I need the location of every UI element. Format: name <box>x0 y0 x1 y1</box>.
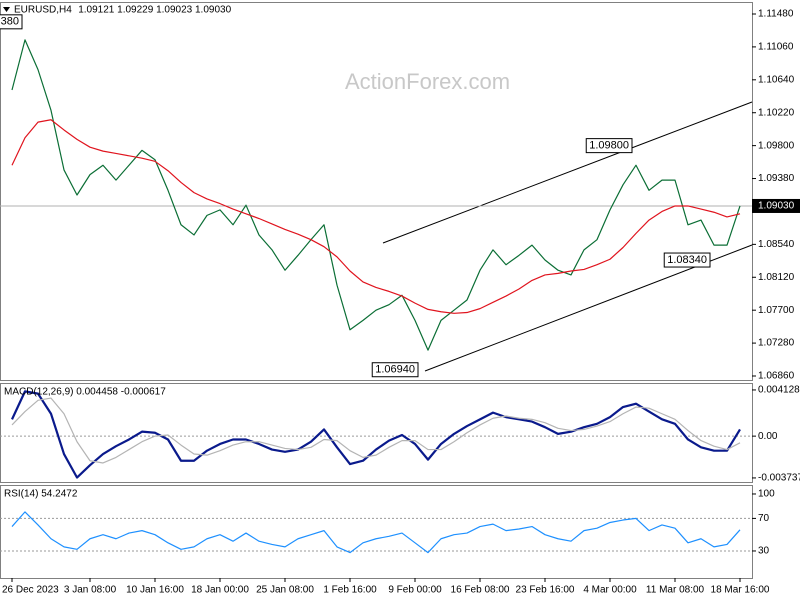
x-tick-label: 16 Feb 08:00 <box>451 585 510 596</box>
y-tick-label: 1.11060 <box>758 42 794 53</box>
y-tick-label: 1.08540 <box>758 239 795 250</box>
y-tick-label: 1.07280 <box>758 338 795 349</box>
watermark: ActionForex.com <box>345 69 510 94</box>
x-tick-label: 4 Mar 00:00 <box>583 585 637 596</box>
menu-triangle <box>3 7 10 12</box>
panel-title: EURUSD,H4 <box>14 5 72 16</box>
y-tick-label: 0.00 <box>758 431 778 442</box>
panel-title: MACD(12,26,9) 0.004458 -0.000617 <box>4 387 166 398</box>
x-tick-label: 26 Dec 2023 <box>2 585 59 596</box>
y-tick-label: 1.10220 <box>758 107 795 118</box>
last-price-label: 1.09030 <box>758 201 795 212</box>
series-line <box>11 119 741 314</box>
x-tick-label: 1 Feb 16:00 <box>323 585 377 596</box>
y-tick-label: 100 <box>758 489 775 500</box>
x-tick-label: 23 Feb 16:00 <box>516 585 575 596</box>
annotation-label: 380 <box>1 16 19 28</box>
x-tick-label: 11 Mar 08:00 <box>646 585 705 596</box>
annotation-label: 1.06940 <box>375 364 415 376</box>
y-tick-label: 1.09800 <box>758 140 795 151</box>
series-line <box>11 397 741 464</box>
y-tick-label: 70 <box>758 513 770 524</box>
series-line <box>11 39 741 351</box>
y-tick-label: 0.004128 <box>758 385 800 396</box>
panel-subtitle: 1.09121 1.09229 1.09023 1.09030 <box>78 5 231 16</box>
panel-title: RSI(14) 54.2472 <box>4 489 78 500</box>
x-tick-label: 25 Jan 08:00 <box>256 585 314 596</box>
annotation-box <box>371 362 419 378</box>
annotation-label: 1.09800 <box>589 140 629 152</box>
y-tick-label: 1.08120 <box>758 272 795 283</box>
x-tick-label: 18 Jan 00:00 <box>191 585 249 596</box>
y-tick-label: 1.06860 <box>758 371 795 382</box>
y-tick-label: 30 <box>758 546 770 557</box>
price-panel <box>0 2 753 381</box>
y-tick-label: 1.11480 <box>758 9 794 20</box>
channel-upper <box>382 101 753 244</box>
annotation-box <box>0 14 23 30</box>
annotation-label: 1.08340 <box>667 254 707 266</box>
y-tick-label: 1.10640 <box>758 74 795 85</box>
x-tick-label: 10 Jan 16:00 <box>126 585 184 596</box>
series-line <box>11 511 741 554</box>
series-line <box>11 390 741 479</box>
x-tick-label: 18 Mar 16:00 <box>711 585 770 596</box>
y-tick-label: 1.07700 <box>758 305 795 316</box>
x-tick-label: 3 Jan 08:00 <box>64 585 117 596</box>
y-tick-label: 1.09380 <box>758 173 795 184</box>
y-tick-label: -0.003737 <box>758 473 800 484</box>
rsi-panel <box>0 485 753 579</box>
annotation-box <box>663 252 711 268</box>
last-price-box <box>752 198 800 213</box>
annotation-box <box>585 138 633 154</box>
macd-panel <box>0 383 753 483</box>
x-tick-label: 9 Feb 00:00 <box>388 585 442 596</box>
